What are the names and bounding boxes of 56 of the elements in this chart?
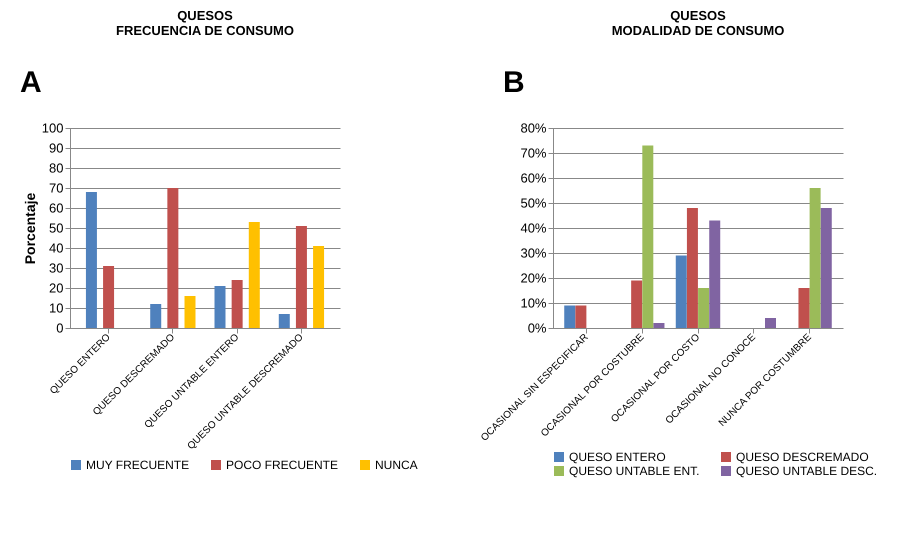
legend-label: POCO FRECUENTE bbox=[226, 458, 338, 472]
y-tick-label: 70 bbox=[49, 180, 64, 196]
y-axis-title: Porcentaje bbox=[22, 192, 38, 264]
bar bbox=[232, 280, 243, 328]
legend-label: QUESO UNTABLE ENT. bbox=[569, 464, 700, 478]
y-tick-label: 40% bbox=[520, 220, 547, 236]
text: B bbox=[503, 66, 525, 99]
chart-title: QUESOS MODALIDAD DE CONSUMO bbox=[612, 8, 784, 38]
bar bbox=[278, 314, 290, 328]
y-tick-label: 80 bbox=[49, 160, 64, 176]
y-tick-label: 60 bbox=[49, 200, 64, 216]
bar bbox=[248, 222, 260, 328]
y-tick-label: 50 bbox=[49, 220, 64, 236]
legend-label: MUY FRECUENTE bbox=[86, 458, 190, 472]
y-tick-label: 70% bbox=[520, 146, 547, 160]
bar bbox=[820, 208, 832, 328]
text: A bbox=[20, 66, 42, 99]
y-tick-label: 90 bbox=[49, 140, 64, 156]
legend-label: QUESO DESCREMADO bbox=[736, 450, 869, 464]
y-tick-label: 60% bbox=[520, 170, 547, 186]
y-tick-label: 50% bbox=[520, 196, 547, 210]
y-tick-label: 20% bbox=[520, 270, 547, 286]
bar bbox=[575, 306, 586, 328]
legend-label: NUNCA bbox=[375, 458, 418, 472]
bar bbox=[564, 306, 576, 328]
bar bbox=[653, 323, 664, 328]
bar bbox=[150, 304, 162, 328]
y-tick-label: 30 bbox=[49, 260, 64, 276]
bar bbox=[631, 280, 642, 328]
bar bbox=[698, 288, 710, 328]
y-tick-label: 10 bbox=[49, 300, 64, 316]
bar bbox=[810, 188, 821, 328]
bar bbox=[296, 226, 307, 328]
y-tick-label: 10% bbox=[520, 296, 547, 310]
bar bbox=[642, 146, 654, 328]
bar bbox=[686, 208, 698, 328]
y-tick-label: 40 bbox=[49, 240, 64, 256]
legend-label: QUESO UNTABLE DESC. bbox=[736, 464, 878, 478]
y-tick-label: 100 bbox=[42, 120, 64, 136]
bar bbox=[313, 246, 324, 328]
bar bbox=[184, 296, 196, 328]
bar bbox=[214, 286, 226, 328]
bar bbox=[167, 188, 178, 328]
y-tick-label: 0 bbox=[56, 320, 64, 336]
legend-label: QUESO ENTERO bbox=[569, 450, 666, 464]
bar bbox=[86, 192, 97, 328]
bar bbox=[798, 288, 810, 328]
chart-title: QUESOS FRECUENCIA DE CONSUMO bbox=[116, 8, 294, 38]
y-tick-label: 20 bbox=[49, 280, 64, 296]
y-tick-label: 0% bbox=[528, 320, 547, 336]
y-tick-label: 80% bbox=[520, 120, 547, 136]
bar bbox=[103, 266, 114, 328]
y-tick-label: 30% bbox=[520, 246, 547, 260]
bar bbox=[676, 256, 687, 328]
bar bbox=[765, 318, 776, 328]
bar bbox=[709, 220, 720, 328]
